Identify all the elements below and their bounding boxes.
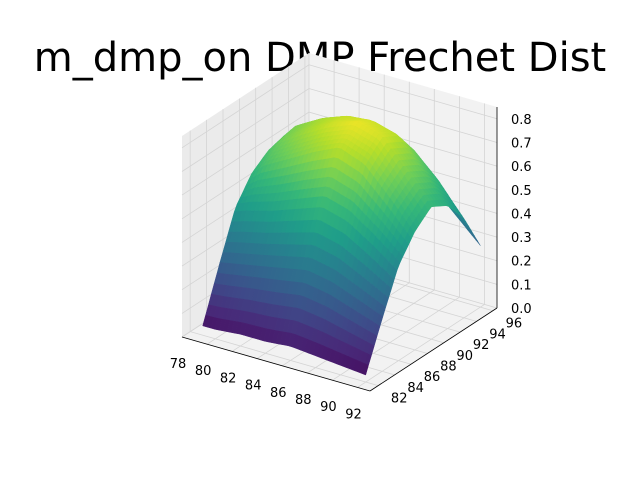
grid-line xyxy=(181,64,498,149)
y-tick-label: 84 xyxy=(407,381,424,396)
y-tick-label: 94 xyxy=(489,327,506,342)
z-tick-label: 0.6 xyxy=(511,160,532,175)
x-axis-line xyxy=(181,336,371,392)
x-tick-label: 78 xyxy=(170,357,187,372)
x-tick-label: 88 xyxy=(295,393,312,408)
z-tick-label: 0.2 xyxy=(511,255,532,270)
z-tick-label: 0.7 xyxy=(511,137,532,152)
x-tick-label: 92 xyxy=(345,407,362,422)
x-tick-label: 90 xyxy=(320,400,337,415)
z-tick-label: 0.1 xyxy=(511,278,532,293)
tick-labels: 78 80 82 84 86 88 90 9282848688909294960.00.10.… xyxy=(170,113,532,423)
x-tick-label: 84 xyxy=(245,379,262,394)
x-tick-label: 82 xyxy=(220,371,237,386)
axis-lines xyxy=(181,107,498,392)
z-tick-label: 0.8 xyxy=(511,113,532,128)
z-tick-label: 0.0 xyxy=(511,302,532,317)
y-tick-label: 88 xyxy=(440,360,457,375)
y-tick-label: 96 xyxy=(506,317,523,332)
surface-patch xyxy=(361,363,369,376)
y-tick-label: 92 xyxy=(473,338,490,353)
z-tick-label: 0.5 xyxy=(511,184,532,199)
y-tick-label: 86 xyxy=(424,370,441,385)
y-axis-line xyxy=(369,307,498,392)
y-tick-label: 90 xyxy=(456,349,473,364)
surface-mesh xyxy=(202,115,481,376)
grid-line xyxy=(181,111,498,196)
z-tick-label: 0.4 xyxy=(511,207,532,222)
x-tick-label: 86 xyxy=(270,386,287,401)
grid-line xyxy=(181,88,498,172)
y-tick-label: 82 xyxy=(391,392,408,407)
x-tick-label: 80 xyxy=(195,364,212,379)
z-tick-label: 0.3 xyxy=(511,231,532,246)
